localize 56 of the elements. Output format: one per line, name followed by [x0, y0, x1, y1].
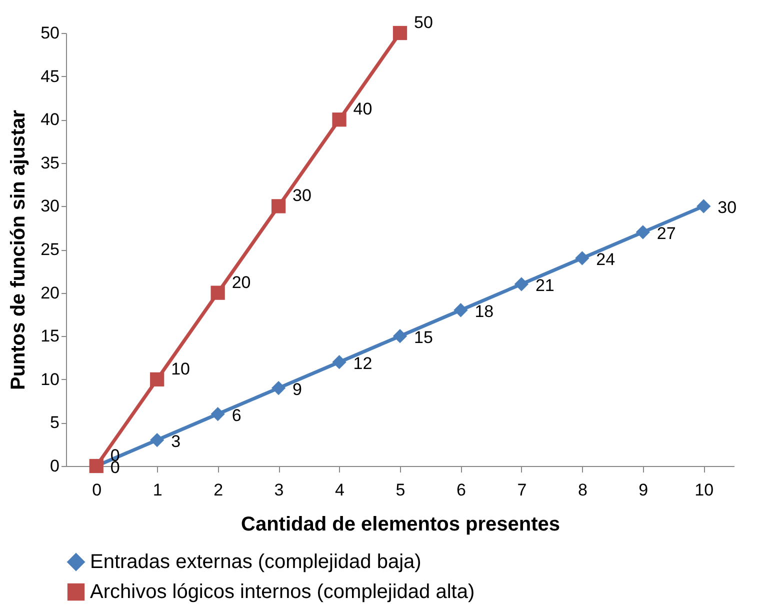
y-tick-label: 45: [40, 66, 60, 86]
y-tick-label: 0: [50, 456, 60, 476]
point: [575, 251, 590, 266]
data-label: 40: [353, 100, 372, 119]
x-tick-label: 3: [274, 480, 284, 500]
data-label: 6: [232, 406, 242, 426]
point: [696, 199, 711, 214]
x-tick-label: 2: [214, 480, 224, 500]
data-label: 18: [474, 302, 494, 322]
point: [514, 277, 529, 292]
y-tick-label: 50: [40, 24, 60, 42]
y-tick-label: 40: [40, 110, 60, 130]
data-label: 10: [171, 359, 190, 378]
point: [332, 112, 346, 127]
data-label: 27: [656, 224, 676, 244]
data-label: 9: [292, 380, 302, 400]
data-label: 30: [718, 198, 737, 218]
x-tick-label: 7: [517, 480, 527, 500]
data-label: 50: [414, 13, 433, 32]
x-tick-label: 4: [335, 480, 345, 500]
data-label: 3: [171, 432, 181, 452]
y-tick-label: 15: [40, 326, 60, 346]
x-tick-label: 0: [92, 480, 102, 500]
legend-label: Archivos lógicos internos (complejidad alta): [90, 581, 475, 603]
point: [392, 329, 408, 344]
data-label: 12: [353, 354, 372, 374]
point: [150, 372, 164, 386]
y-tick-label: 20: [40, 283, 60, 302]
y-tick-label: 5: [50, 413, 60, 432]
data-label: 24: [596, 250, 616, 270]
point: [210, 406, 225, 422]
x-tick-label: 1: [152, 480, 162, 500]
data-label: 30: [292, 186, 312, 206]
data-label: 20: [232, 272, 251, 292]
y-tick-label: 25: [40, 240, 60, 259]
point: [150, 432, 164, 448]
data-label: 21: [535, 276, 554, 296]
y-tick-label: 10: [40, 370, 60, 389]
point: [454, 303, 468, 318]
data-label: 15: [414, 328, 433, 348]
y-axis-title: Puntos de función sin ajustar: [8, 110, 30, 390]
x-tick-label: 6: [456, 480, 466, 500]
point: [210, 286, 225, 300]
point: [271, 380, 286, 396]
x-tick-label: 8: [578, 480, 588, 500]
y-tick-label: 35: [40, 153, 60, 172]
x-tick-label: 9: [638, 480, 648, 500]
point: [271, 199, 286, 214]
x-tick-label: 10: [694, 480, 714, 500]
point: [392, 26, 408, 40]
x-axis-title: Cantidad de elementos presentes: [241, 514, 560, 536]
point: [332, 355, 346, 370]
y-tick-label: 30: [40, 196, 60, 216]
x-tick-label: 5: [396, 480, 406, 500]
point: [636, 225, 650, 240]
legend-label: Entradas externas (complejidad baja): [90, 551, 422, 573]
